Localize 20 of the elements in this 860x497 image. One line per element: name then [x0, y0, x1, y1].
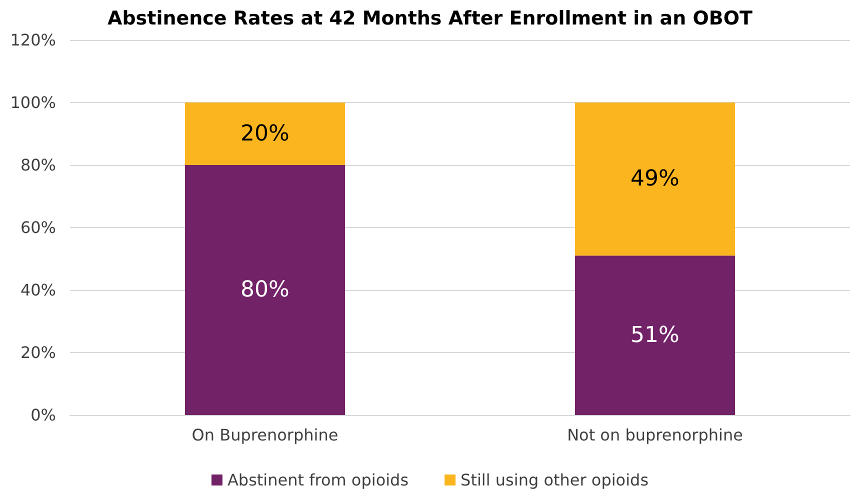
- x-tick-label: Not on buprenorphine: [567, 426, 743, 444]
- y-tick-label: 0%: [30, 406, 56, 424]
- data-label: 80%: [240, 278, 290, 302]
- y-tick-label: 20%: [20, 343, 56, 362]
- bar: [575, 256, 735, 415]
- legend-label: Still using other opioids: [460, 470, 649, 490]
- y-tick-label: 40%: [20, 280, 56, 300]
- bar: [185, 102, 345, 165]
- x-tick-label: On Buprenorphine: [192, 426, 338, 444]
- data-label: 49%: [630, 166, 680, 192]
- chart-title: Abstinence Rates at 42 Months After Enrollment in an OBOT: [108, 8, 753, 30]
- data-label: 51%: [630, 322, 680, 348]
- data-label: 20%: [240, 121, 290, 146]
- y-tick-label: 100%: [10, 93, 56, 112]
- legend-label: Abstinent from opioids: [227, 470, 409, 490]
- y-tick-label: 60%: [20, 218, 56, 237]
- bar: [185, 165, 345, 415]
- y-tick-label: 120%: [10, 30, 56, 50]
- y-tick-label: 80%: [20, 156, 56, 174]
- bar: [575, 102, 735, 256]
